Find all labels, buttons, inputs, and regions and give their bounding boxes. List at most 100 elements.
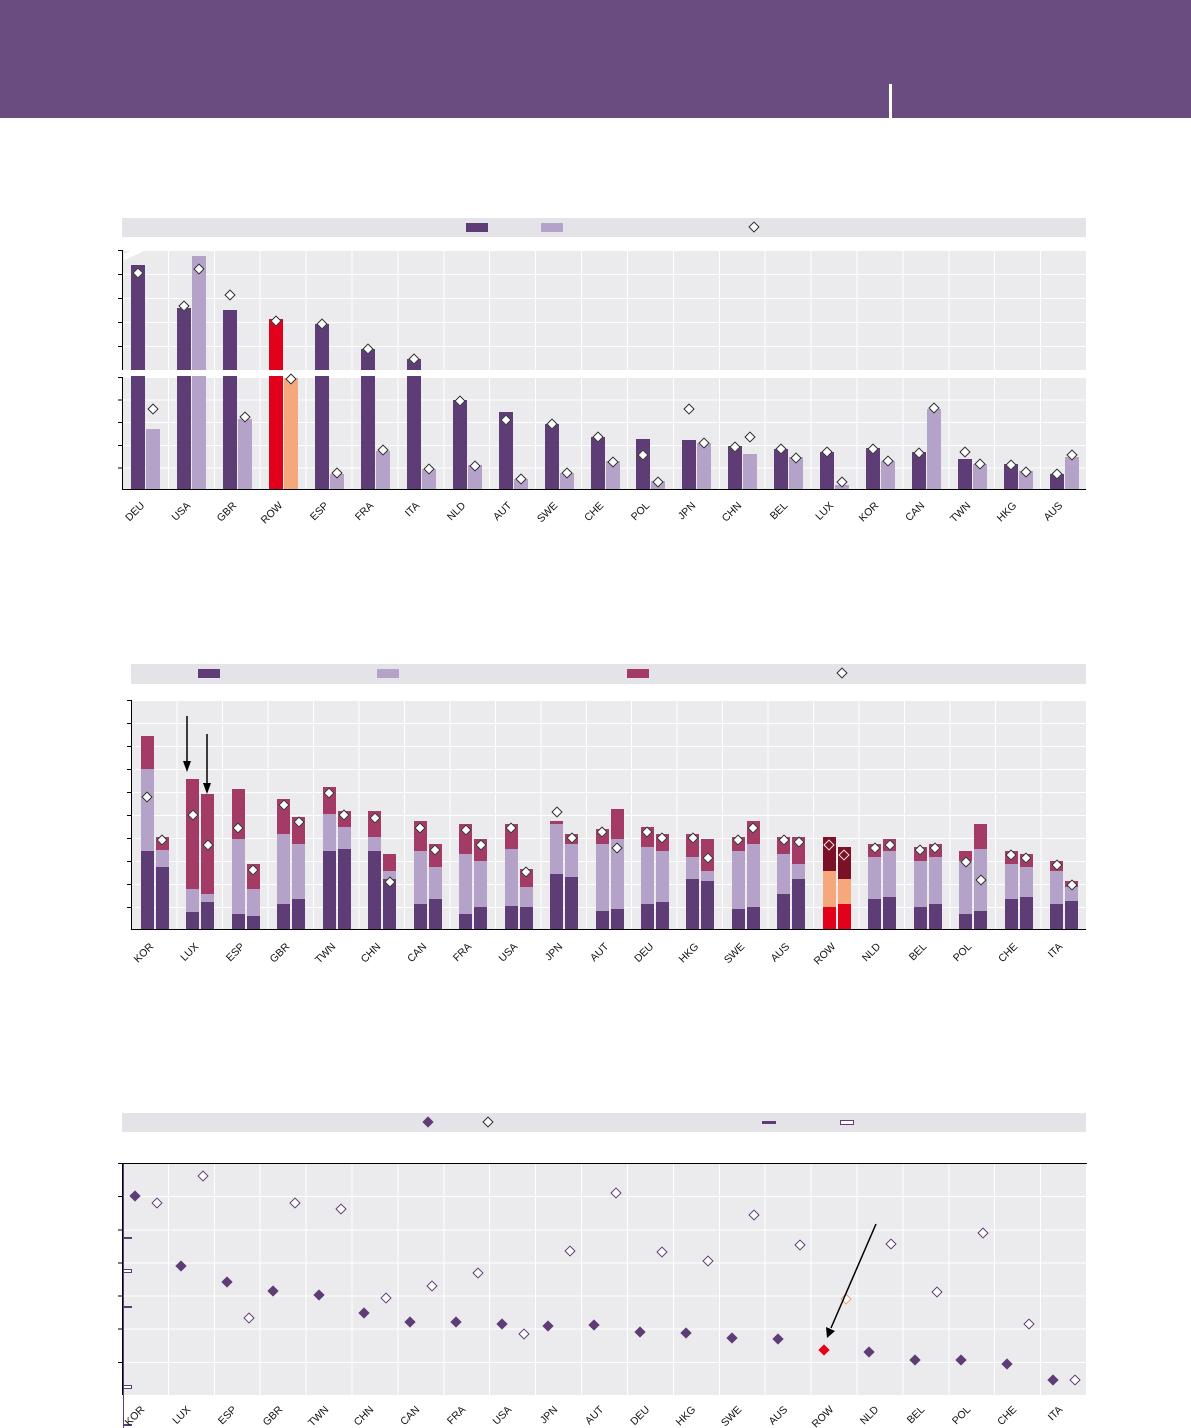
diamond-open-can: [426, 1279, 439, 1292]
bar-dark-aut: [498, 412, 513, 489]
bar-dark-fra: [360, 376, 375, 489]
bar-segment-d-row: [822, 906, 836, 929]
x-label-ita: ITA: [403, 499, 423, 520]
diamond-open-deu: [656, 1246, 668, 1259]
bar-dark-can: [911, 452, 926, 489]
chart-1-x-labels: DEU USA GBR ROW ESP FRA ITA NLD AUT SWE CHE POL JPN C…: [122, 492, 1086, 532]
bar-segment-l-fra: [474, 860, 488, 907]
bar-segment-d-nld: [868, 899, 882, 929]
bar-dark-lux: [820, 452, 835, 489]
bar-segment-l-twn: [337, 826, 351, 849]
diamond-filled-hkg: [680, 1327, 692, 1339]
bar-dark-gbr: [223, 376, 238, 489]
chart-1-upper-panel: [118, 245, 1086, 370]
diamond-marker-deu: [147, 403, 160, 415]
bar-segment-l-hkg: [701, 871, 715, 882]
bar-segment-d-twn: [322, 850, 336, 929]
x-label-aut: AUT: [491, 499, 515, 524]
diamond-marker-chn: [744, 431, 756, 443]
x-label-aut: AUT: [587, 940, 611, 965]
bar-segment-d-lux: [186, 911, 200, 929]
range-line-gbr: [123, 1426, 125, 1428]
bar-segment-m-chn: [383, 854, 397, 872]
bar-dark-fra: [360, 349, 375, 370]
chart-2-plot: [127, 700, 1086, 930]
bar-segment-l-jpn: [550, 824, 564, 874]
diamond-filled-aut: [588, 1319, 600, 1331]
y-axis-ticks: [118, 377, 123, 489]
bar-segment-d-aus: [792, 878, 806, 929]
x-label-kor: KOR: [131, 940, 156, 966]
bar-segment-l-bel: [928, 856, 942, 905]
diamond-marker-twn: [959, 446, 971, 458]
x-label-pol: POL: [950, 1403, 974, 1428]
bar-light-swe: [559, 473, 574, 489]
diamond-open-pol: [977, 1227, 989, 1239]
x-label-can: CAN: [398, 1403, 423, 1428]
bar-segment-l-esp: [246, 889, 260, 917]
bar-light-fra: [375, 450, 390, 489]
bar-dark-chn: [728, 446, 743, 489]
bar-dark-row: [269, 319, 284, 370]
bar-dark-ita: [406, 376, 421, 489]
legend-swatch-dark-segment: [198, 669, 220, 678]
legend-swatch-diamond: [836, 667, 848, 679]
bar-segment-l-pol: [959, 860, 973, 914]
bar-dark-pol: [636, 438, 651, 489]
bar-segment-d-aut: [595, 911, 609, 929]
bar-segment-d-ita: [1050, 904, 1064, 929]
diamond-filled-gbr: [266, 1284, 279, 1297]
bar-segment-d-fra: [474, 906, 488, 929]
bar-segment-d-can: [413, 904, 427, 929]
bar-segment-d-pol: [959, 913, 973, 929]
bar-dark-kor: [865, 447, 880, 489]
bar-light-che: [605, 461, 620, 489]
x-label-swe: SWE: [718, 1403, 744, 1428]
bar-segment-d-usa: [504, 906, 518, 929]
diamond-filled-can: [404, 1316, 417, 1328]
bar-segment-l-can: [428, 866, 442, 900]
bar-segment-d-bel: [913, 906, 927, 929]
bar-segment-d-can: [428, 899, 442, 929]
bar-dark-row: [269, 376, 284, 489]
bar-segment-d-aus: [777, 894, 791, 929]
x-label-gbr: GBR: [214, 499, 239, 525]
diamond-filled-fra: [450, 1316, 462, 1328]
x-label-twn: TWN: [305, 1403, 331, 1428]
bar-light-hkg: [1018, 470, 1033, 489]
bar-segment-l-nld: [868, 856, 882, 900]
bar-segment-l-aus: [792, 864, 806, 879]
range-cap-open-lux: [123, 1384, 132, 1389]
bar-segment-d-pol: [974, 911, 988, 929]
x-label-nld: NLD: [445, 499, 469, 524]
diamond-open-swe: [748, 1209, 760, 1222]
x-label-lux: LUX: [812, 499, 836, 523]
x-label-bel: BEL: [767, 499, 790, 523]
diamond-filled-jpn: [542, 1320, 554, 1332]
diamond-filled-aus: [771, 1332, 784, 1345]
diamond-filled-esp: [221, 1276, 233, 1288]
x-label-fra: FRA: [445, 1403, 469, 1428]
x-label-kor: KOR: [122, 1403, 148, 1428]
diamond-open-chn: [380, 1291, 393, 1304]
header-divider: [889, 84, 892, 118]
x-label-hkg: HKG: [677, 940, 702, 966]
x-label-can: CAN: [404, 940, 429, 965]
bar-segment-d-esp: [231, 913, 245, 929]
range-line-esp: [123, 1388, 125, 1425]
bar-segment-l-chn: [368, 837, 382, 851]
diamond-filled-twn: [312, 1288, 325, 1301]
bar-segment-d-hkg: [686, 878, 700, 929]
bar-segment-m-lux: [186, 779, 200, 889]
bar-segment-m-jpn: [550, 820, 564, 825]
zero-line: [123, 1163, 1087, 1165]
diamond-filled-ita: [1047, 1374, 1059, 1386]
bar-dark-deu: [131, 265, 146, 370]
bar-segment-m-pol: [974, 824, 988, 849]
x-label-bel: BEL: [906, 940, 930, 964]
bar-segment-d-kor: [140, 850, 154, 929]
bar-segment-l-bel: [913, 860, 927, 907]
x-label-chn: CHN: [358, 940, 384, 966]
bar-light-can: [926, 409, 941, 489]
x-label-usa: USA: [496, 940, 520, 965]
